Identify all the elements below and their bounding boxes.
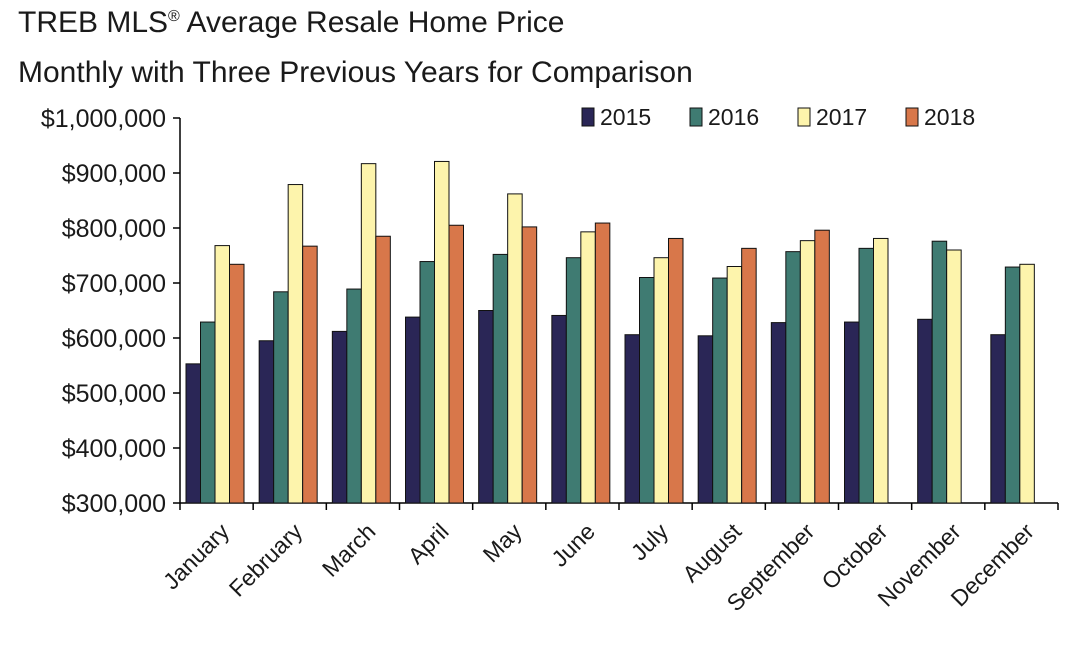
bar-2016-december [1004,266,1021,504]
legend-label-2016: 2016 [708,104,759,130]
bar-2016-february [273,291,289,504]
x-tick-label: August [677,518,746,587]
bar-2016-january [200,321,216,504]
bar-2016-september [785,251,801,504]
bar-2017-march [360,163,377,504]
bar-2016-august [712,277,728,504]
bar-2017-november [946,249,962,504]
bar-2015-march [331,330,348,504]
y-tick-label: $700,000 [62,270,166,298]
bar-2015-july [624,334,640,504]
x-tick-label: April [403,518,454,569]
x-tick-label: July [626,518,674,566]
x-tick-label: May [478,518,527,567]
bar-2017-october [873,237,889,504]
y-tick-label: $300,000 [62,490,166,518]
bar-2016-july [639,277,655,504]
bar-2017-september [799,240,816,504]
bar-2015-december [990,334,1006,504]
bar-2017-february [287,184,304,504]
bar-2018-july [668,237,684,504]
bar-2015-january [185,363,201,504]
y-tick-label: $800,000 [62,215,166,243]
bar-2018-march [375,235,391,504]
x-tick-label: March [317,518,381,582]
bar-2015-october [844,321,860,504]
legend-swatch-2017 [797,107,811,127]
bar-2016-april [419,261,435,504]
chart-title: TREB MLS® Average Resale Home Price [18,6,565,39]
legend-label-2015: 2015 [600,104,651,130]
bar-2017-april [434,160,450,504]
bar-2015-june [551,314,567,504]
legend-label-2018: 2018 [924,104,975,130]
bar-2018-january [229,263,245,504]
bar-2018-may [521,226,538,504]
bar-2016-october [858,247,874,504]
bar-2016-march [346,288,362,504]
y-tick-label: $900,000 [62,160,166,188]
bar-2018-september [814,229,830,504]
bar-2017-june [580,231,596,504]
legend-label-2017: 2017 [816,104,867,130]
bar-2018-april [448,224,464,504]
bar-2016-june [565,257,582,504]
bar-2015-february [258,340,275,504]
bar-2016-may [492,253,509,504]
legend-swatch-2016 [689,107,703,127]
legend-swatch-2015 [581,107,595,127]
bar-2017-august [726,266,743,504]
x-tick-label: June [546,518,600,572]
bar-2015-september [770,322,787,504]
x-tick-label: February [224,518,308,602]
bar-2018-february [302,245,318,504]
bar-2018-august [741,247,757,504]
y-tick-label: $600,000 [62,325,166,353]
bar-2017-may [507,193,523,504]
bar-2017-july [653,257,669,504]
bar-2017-january [214,245,230,504]
bar-2018-june [594,222,611,504]
legend-swatch-2018 [905,107,919,127]
bar-2015-november [917,318,933,504]
y-tick-label: $400,000 [62,435,166,463]
y-tick-label: $1,000,000 [41,105,166,133]
bar-2017-december [1019,263,1035,504]
bar-2016-november [931,240,948,504]
y-tick-label: $500,000 [62,380,166,408]
bar-2015-may [478,310,494,504]
bar-2015-august [697,335,714,504]
chart-subtitle: Monthly with Three Previous Years for Co… [18,56,693,89]
bar-2015-april [405,316,421,504]
